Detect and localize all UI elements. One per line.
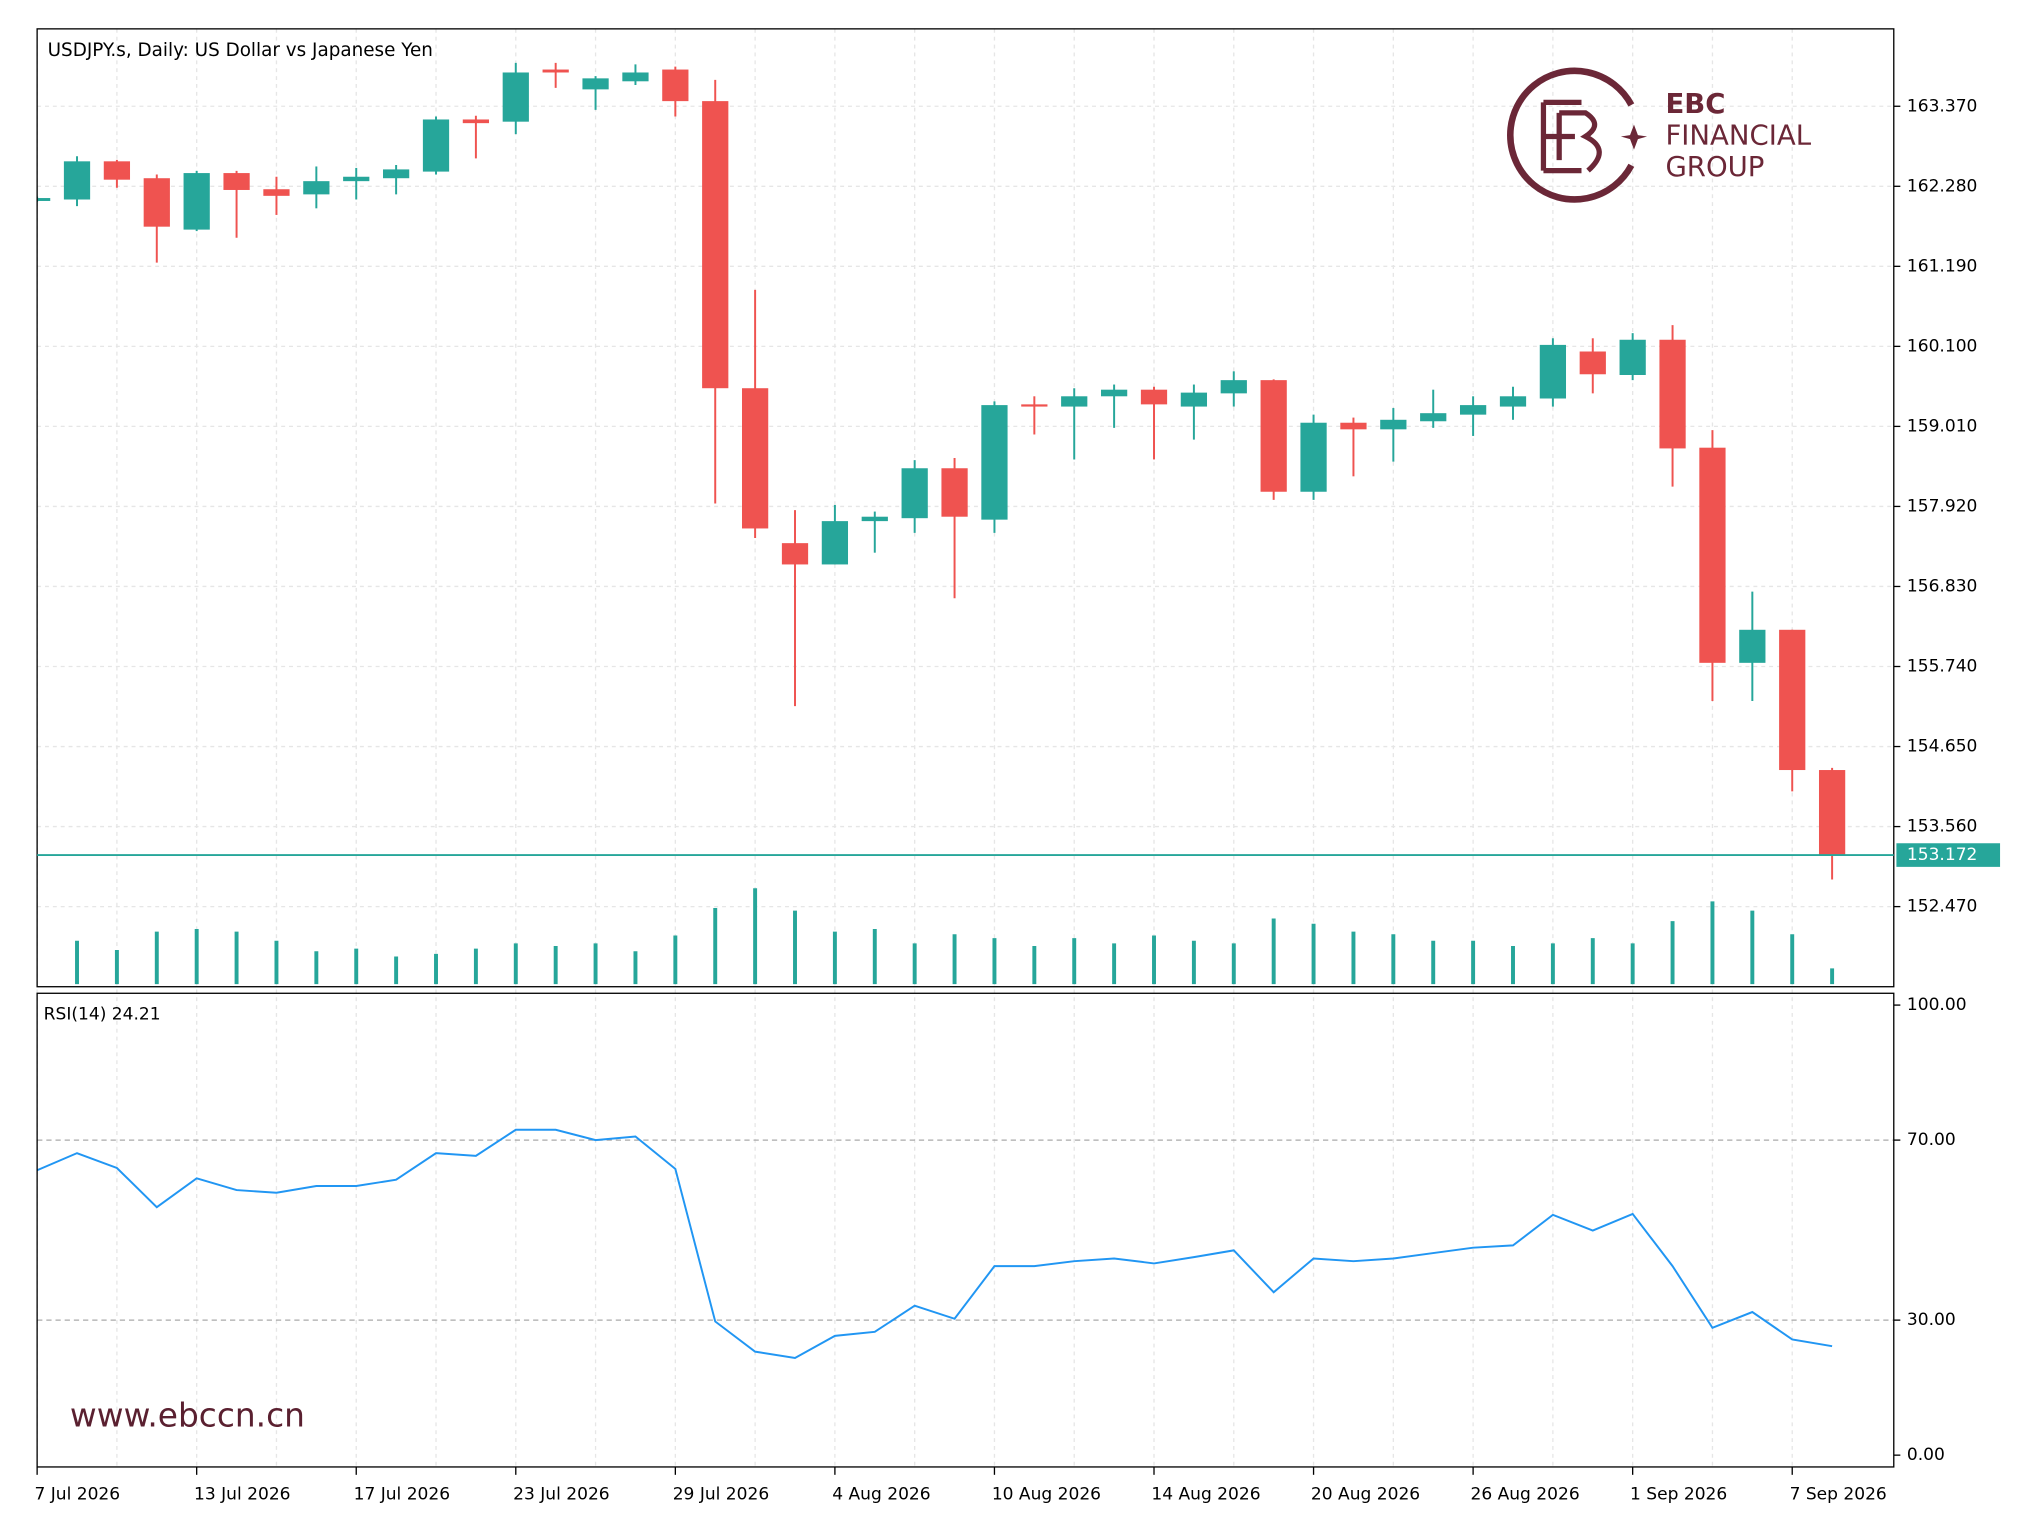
candle-body bbox=[781, 543, 809, 565]
y-tick-label: 156.830 bbox=[1907, 576, 1978, 596]
candle-body bbox=[582, 78, 609, 90]
watermark: www.ebccn.cn bbox=[70, 1397, 305, 1435]
candle-body bbox=[1579, 351, 1606, 375]
candle-body bbox=[901, 468, 928, 519]
logo-star bbox=[1620, 124, 1648, 150]
y-tick-label: 163.370 bbox=[1907, 96, 1978, 116]
candle-body bbox=[1420, 413, 1447, 422]
y-tick-label: 160.100 bbox=[1907, 336, 1978, 356]
candle-body bbox=[1260, 380, 1287, 492]
logo-text: FINANCIAL bbox=[1665, 119, 1811, 151]
logo-text: GROUP bbox=[1665, 151, 1764, 183]
candle-body bbox=[1539, 344, 1567, 399]
y-tick-label: 152.470 bbox=[1907, 897, 1978, 917]
candle-body bbox=[63, 161, 91, 200]
candle-body bbox=[462, 119, 490, 124]
candle-body bbox=[1100, 389, 1128, 397]
candle-body bbox=[143, 178, 170, 227]
x-tick-label: 1 Sep 2026 bbox=[1630, 1485, 1727, 1505]
y-tick-label: 30.00 bbox=[1907, 1310, 1956, 1330]
candle-body bbox=[263, 189, 290, 196]
y-tick-label: 153.560 bbox=[1907, 817, 1978, 837]
y-tick-label: 100.00 bbox=[1907, 995, 1967, 1015]
logo-mark bbox=[1540, 99, 1602, 174]
candle-body bbox=[382, 169, 410, 179]
candle-body bbox=[981, 405, 1008, 520]
candle-body bbox=[542, 69, 569, 73]
candle-body bbox=[422, 119, 450, 172]
y-tick-label: 162.280 bbox=[1907, 176, 1978, 196]
candle-body bbox=[1818, 770, 1846, 856]
grid bbox=[36, 28, 1894, 1467]
x-tick-label: 10 Aug 2026 bbox=[992, 1485, 1101, 1505]
candle-body bbox=[702, 101, 729, 389]
plot bbox=[37, 62, 1846, 1359]
candle-body bbox=[1659, 339, 1686, 449]
x-tick-label: 13 Jul 2026 bbox=[194, 1485, 290, 1505]
x-tick-label: 20 Aug 2026 bbox=[1311, 1485, 1420, 1505]
x-tick-label: 29 Jul 2026 bbox=[673, 1485, 769, 1505]
x-tick-label: 23 Jul 2026 bbox=[513, 1485, 609, 1505]
candle-body bbox=[103, 161, 131, 180]
candle-body bbox=[1180, 392, 1208, 407]
candles bbox=[37, 62, 1846, 985]
candle-body bbox=[1459, 405, 1487, 415]
logo-ring bbox=[1507, 67, 1635, 203]
candle-body bbox=[741, 388, 769, 529]
candle-body bbox=[861, 516, 888, 522]
candle-body bbox=[1739, 629, 1766, 663]
candle-body bbox=[1061, 396, 1088, 407]
candle-body bbox=[1699, 447, 1726, 663]
y-tick-label: 70.00 bbox=[1907, 1130, 1956, 1150]
candle-body bbox=[662, 69, 689, 102]
chart-title: USDJPY.s, Daily: US Dollar vs Japanese Y… bbox=[48, 40, 433, 61]
x-tick-label: 17 Jul 2026 bbox=[354, 1485, 450, 1505]
candle-body bbox=[941, 468, 968, 517]
candle-body bbox=[1300, 422, 1327, 492]
x-tick-label: 7 Sep 2026 bbox=[1790, 1485, 1887, 1505]
candle-body bbox=[1021, 404, 1048, 407]
candle-body bbox=[223, 173, 250, 190]
candle-body bbox=[343, 176, 370, 182]
y-tick-label: 154.650 bbox=[1907, 737, 1978, 757]
candle-body bbox=[622, 72, 649, 82]
candle-body bbox=[1220, 380, 1247, 394]
candle-body bbox=[1140, 389, 1168, 405]
x-tick-label: 7 Jul 2026 bbox=[34, 1485, 120, 1505]
x-tick-label: 14 Aug 2026 bbox=[1151, 1485, 1260, 1505]
logo: EBC FINANCIAL GROUP bbox=[1507, 67, 1812, 203]
rsi-line bbox=[37, 1128, 1833, 1359]
y-tick-label: 157.920 bbox=[1907, 496, 1978, 516]
candle-body bbox=[1619, 339, 1646, 375]
logo-text: EBC bbox=[1665, 88, 1725, 120]
current-price-label: 153.172 bbox=[1907, 845, 1978, 865]
rsi-last-value: 24.21 bbox=[112, 1004, 161, 1024]
x-tick-label: 26 Aug 2026 bbox=[1470, 1485, 1579, 1505]
candle-body bbox=[821, 521, 849, 565]
y-tick-label: 159.010 bbox=[1907, 416, 1978, 436]
candle-body bbox=[303, 181, 330, 195]
candle-body bbox=[1380, 419, 1407, 430]
candle-body bbox=[1499, 396, 1527, 407]
candle-body bbox=[1779, 629, 1806, 771]
y-tick-label: 161.190 bbox=[1907, 256, 1978, 276]
y-tick-label: 0.00 bbox=[1907, 1445, 1945, 1465]
candle-body bbox=[1340, 422, 1367, 430]
rsi-name: RSI(14) bbox=[44, 1004, 107, 1024]
candle-body bbox=[37, 198, 51, 201]
y-tick-label: 155.740 bbox=[1907, 657, 1978, 677]
current-price-box bbox=[1896, 843, 2001, 867]
rsi-panel-frame bbox=[36, 992, 1895, 1468]
candle-body bbox=[183, 173, 210, 230]
rsi-label: RSI(14) 24.21 bbox=[44, 1004, 161, 1024]
main-panel-frame bbox=[36, 28, 1895, 988]
x-tick-label: 4 Aug 2026 bbox=[832, 1485, 930, 1505]
candle-body bbox=[502, 72, 529, 122]
